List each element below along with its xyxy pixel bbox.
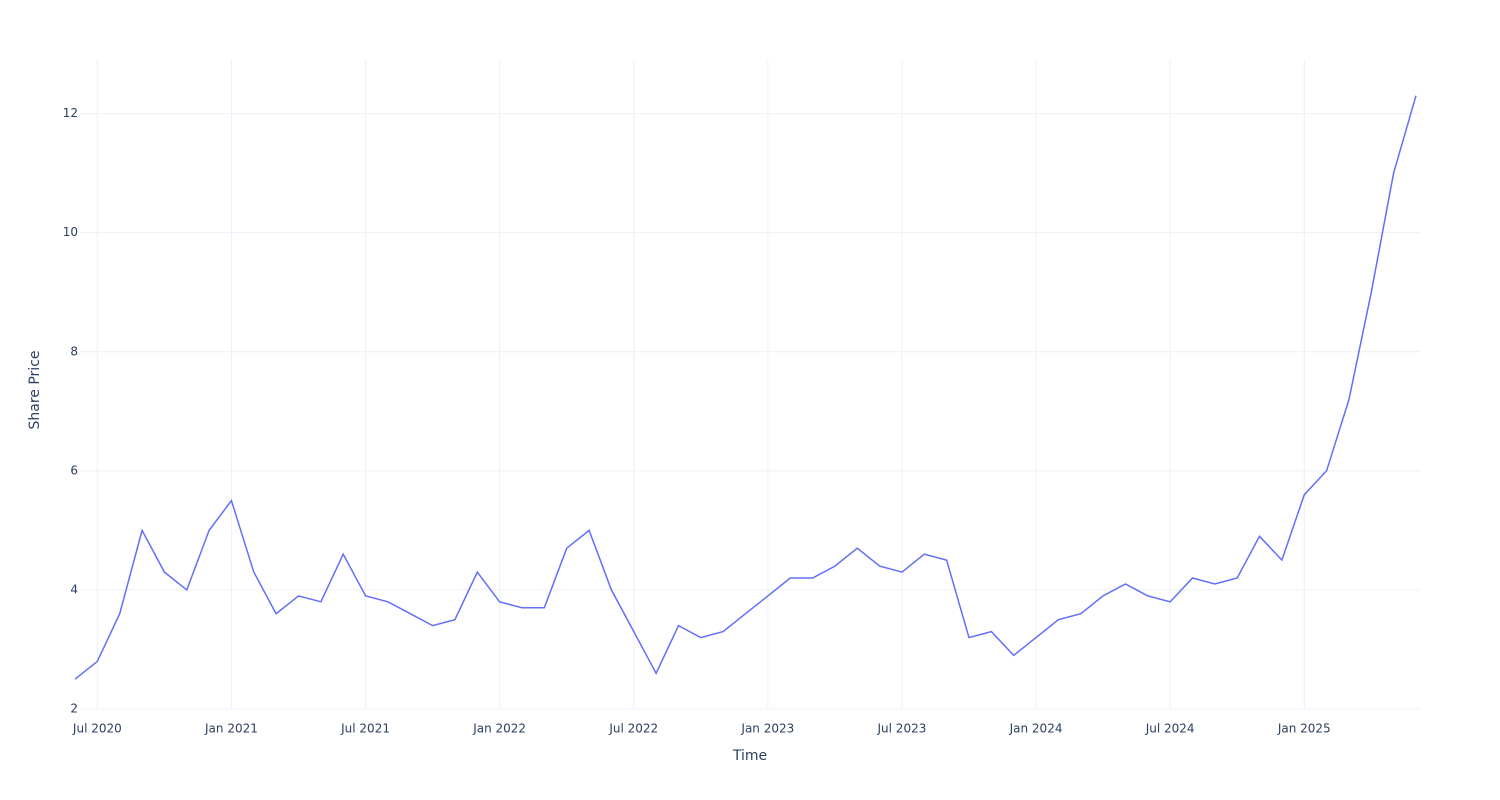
y-axis-title: Share Price xyxy=(27,350,43,429)
y-tick-label: 6 xyxy=(70,463,78,477)
x-tick-label: Jul 2021 xyxy=(340,722,390,736)
x-tick-label: Jan 2023 xyxy=(740,722,794,736)
x-tick-label: Jul 2024 xyxy=(1145,722,1195,736)
y-tick-label: 10 xyxy=(63,225,78,239)
line xyxy=(74,95,1417,680)
x-tick-label: Jan 2024 xyxy=(1009,722,1063,736)
y-tick-label: 4 xyxy=(70,582,78,596)
y-tick-label: 12 xyxy=(63,106,78,120)
x-tick-label: Jan 2021 xyxy=(204,722,258,736)
x-tick-label: Jul 2023 xyxy=(877,722,927,736)
y-tick-label: 2 xyxy=(70,702,78,716)
x-tick-label: Jul 2022 xyxy=(608,722,658,736)
y-tick-label: 8 xyxy=(70,344,78,358)
x-tick-label: Jan 2025 xyxy=(1277,722,1331,736)
x-axis-title: Time xyxy=(732,748,767,764)
x-tick-label: Jul 2020 xyxy=(72,722,122,736)
x-tick-label: Jan 2022 xyxy=(472,722,526,736)
